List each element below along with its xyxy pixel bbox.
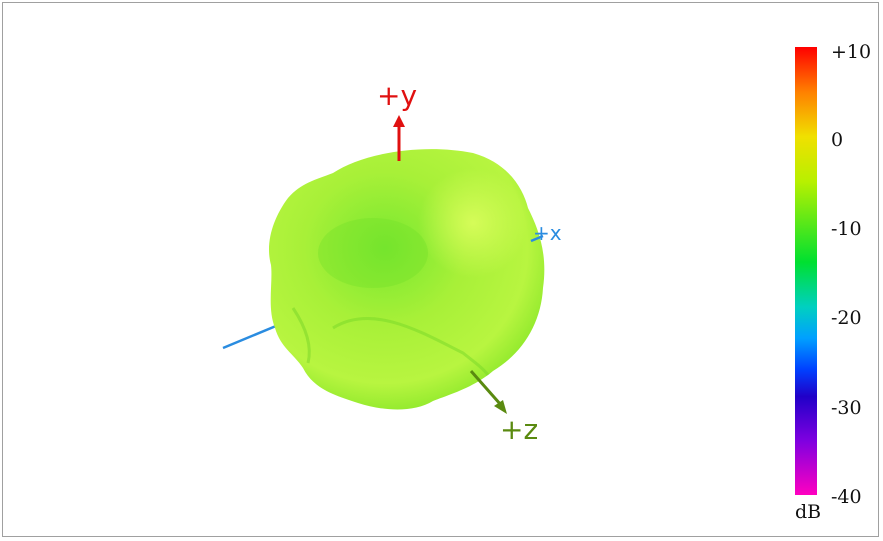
colorbar-tick: -40 — [831, 486, 862, 508]
pattern-highlight — [418, 168, 528, 278]
radiation-pattern-view[interactable]: +y +x +z — [3, 3, 763, 536]
pattern-fold — [332, 317, 490, 376]
x-axis-front-line — [530, 234, 544, 243]
colorbar — [795, 47, 817, 495]
y-axis-arrowhead — [393, 115, 405, 127]
colorbar-tick: 0 — [831, 129, 844, 151]
colorbar-unit: dB — [795, 501, 822, 523]
colorbar-tick: -30 — [831, 397, 862, 419]
pattern-fold-2 — [291, 307, 311, 364]
z-axis-arrowhead — [494, 400, 507, 414]
colorbar-tick: -10 — [831, 218, 862, 240]
colorbar-tick: -20 — [831, 307, 862, 329]
z-axis-label: +z — [500, 413, 538, 446]
y-axis-label: +y — [377, 79, 417, 112]
z-axis-line — [469, 370, 503, 406]
pattern-shade — [318, 218, 428, 288]
colorbar-tick: +10 — [831, 41, 872, 63]
x-axis-label: +x — [533, 221, 562, 245]
